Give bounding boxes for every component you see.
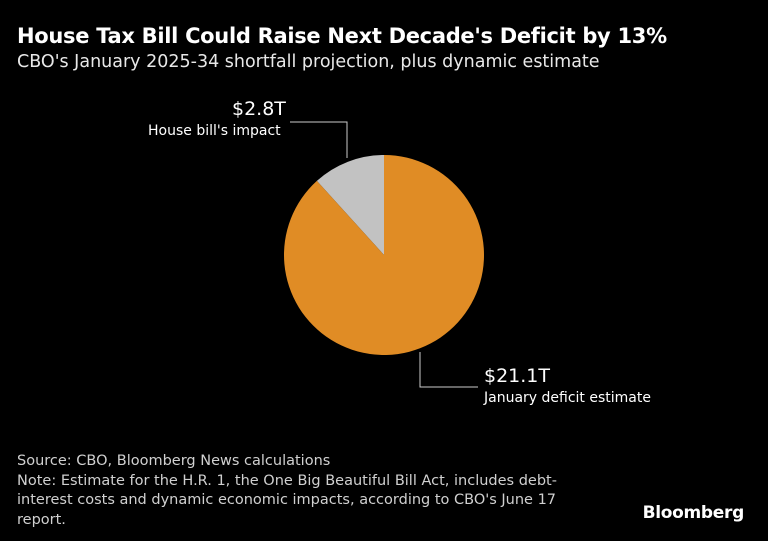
leader-line-january (419, 352, 478, 388)
chart-title: House Tax Bill Could Raise Next Decade's… (17, 24, 667, 48)
source-text: Source: CBO, Bloomberg News calculations (17, 453, 331, 469)
chart-subtitle: CBO's January 2025-34 shortfall projecti… (17, 52, 600, 72)
source-note: Source: CBO, Bloomberg News calculations… (17, 452, 597, 530)
pie-slice-january-deficit-estimate (284, 155, 484, 356)
slice-label-january-value: $21.1T (484, 365, 550, 387)
note-text: Note: Estimate for the H.R. 1, the One B… (17, 472, 557, 528)
pie-slice-house-bill-s-impact (316, 155, 384, 255)
leader-line-house-bill (290, 121, 348, 158)
bloomberg-logo: Bloomberg (642, 503, 745, 523)
slice-label-january-name: January deficit estimate (484, 390, 651, 406)
slice-label-house-bill-value: $2.8T (232, 98, 286, 120)
slice-label-house-bill-name: House bill's impact (148, 123, 281, 139)
